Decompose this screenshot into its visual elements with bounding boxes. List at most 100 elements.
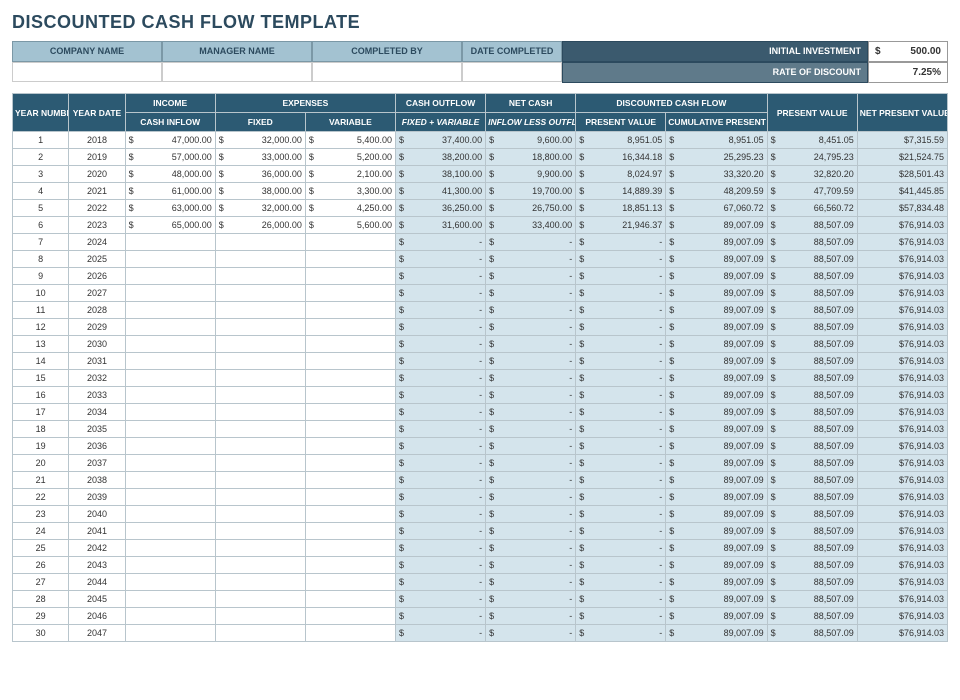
table-cell[interactable]: $21,946.37	[576, 217, 666, 234]
table-cell[interactable]: $33,000.00	[215, 149, 305, 166]
table-cell[interactable]	[215, 608, 305, 625]
table-cell[interactable]: $65,000.00	[125, 217, 215, 234]
table-cell[interactable]	[125, 540, 215, 557]
table-cell[interactable]	[305, 234, 395, 251]
table-cell[interactable]: $-	[395, 591, 485, 608]
table-cell[interactable]: $89,007.09	[666, 438, 767, 455]
table-cell[interactable]: $-	[395, 472, 485, 489]
table-cell[interactable]: $-	[576, 557, 666, 574]
table-cell[interactable]	[305, 472, 395, 489]
table-cell[interactable]: $-	[576, 336, 666, 353]
table-cell[interactable]: $88,507.09	[767, 336, 857, 353]
table-cell[interactable]: $38,100.00	[395, 166, 485, 183]
table-cell[interactable]: $-	[486, 421, 576, 438]
table-cell[interactable]: $31,600.00	[395, 217, 485, 234]
table-cell[interactable]	[305, 455, 395, 472]
table-cell[interactable]: $89,007.09	[666, 319, 767, 336]
table-cell[interactable]: $-	[395, 438, 485, 455]
table-cell[interactable]	[125, 574, 215, 591]
table-cell[interactable]: $-	[486, 370, 576, 387]
table-cell[interactable]: $26,000.00	[215, 217, 305, 234]
table-cell[interactable]: $89,007.09	[666, 251, 767, 268]
table-cell[interactable]	[305, 523, 395, 540]
table-cell[interactable]: $89,007.09	[666, 404, 767, 421]
table-cell[interactable]: $88,507.09	[767, 285, 857, 302]
table-cell[interactable]: $-	[395, 489, 485, 506]
table-cell[interactable]: $3,300.00	[305, 183, 395, 200]
table-cell[interactable]: $88,507.09	[767, 404, 857, 421]
table-cell[interactable]: $5,400.00	[305, 132, 395, 149]
table-cell[interactable]: $89,007.09	[666, 234, 767, 251]
company-name-input[interactable]	[12, 62, 162, 82]
table-cell[interactable]: $63,000.00	[125, 200, 215, 217]
table-cell[interactable]: $88,507.09	[767, 472, 857, 489]
table-cell[interactable]: $4,250.00	[305, 200, 395, 217]
table-cell[interactable]: $-	[486, 472, 576, 489]
table-cell[interactable]: $89,007.09	[666, 217, 767, 234]
table-cell[interactable]: $88,507.09	[767, 302, 857, 319]
table-cell[interactable]	[305, 268, 395, 285]
table-cell[interactable]: $88,507.09	[767, 625, 857, 642]
table-cell[interactable]: $-	[576, 506, 666, 523]
table-cell[interactable]: $5,200.00	[305, 149, 395, 166]
table-cell[interactable]	[215, 387, 305, 404]
table-cell[interactable]: $89,007.09	[666, 591, 767, 608]
manager-name-input[interactable]	[162, 62, 312, 82]
table-cell[interactable]: $-	[395, 370, 485, 387]
table-cell[interactable]: $37,400.00	[395, 132, 485, 149]
table-cell[interactable]: $89,007.09	[666, 370, 767, 387]
table-cell[interactable]	[215, 438, 305, 455]
table-cell[interactable]: $-	[395, 251, 485, 268]
table-cell[interactable]	[215, 336, 305, 353]
rate-of-discount-value[interactable]: 7.25%	[868, 62, 948, 83]
table-cell[interactable]	[125, 523, 215, 540]
table-cell[interactable]: $-	[576, 523, 666, 540]
table-cell[interactable]: $32,000.00	[215, 200, 305, 217]
table-cell[interactable]	[215, 523, 305, 540]
table-cell[interactable]	[125, 438, 215, 455]
table-cell[interactable]	[125, 268, 215, 285]
table-cell[interactable]: $-	[576, 251, 666, 268]
table-cell[interactable]: $-	[576, 540, 666, 557]
table-cell[interactable]	[125, 608, 215, 625]
table-cell[interactable]: $88,507.09	[767, 438, 857, 455]
table-cell[interactable]: $-	[395, 574, 485, 591]
table-cell[interactable]: $-	[395, 421, 485, 438]
table-cell[interactable]: $-	[395, 540, 485, 557]
table-cell[interactable]	[125, 234, 215, 251]
table-cell[interactable]: $89,007.09	[666, 336, 767, 353]
table-cell[interactable]: $38,000.00	[215, 183, 305, 200]
table-cell[interactable]: $-	[395, 523, 485, 540]
table-cell[interactable]: $66,560.72	[767, 200, 857, 217]
table-cell[interactable]	[125, 489, 215, 506]
table-cell[interactable]	[305, 336, 395, 353]
table-cell[interactable]: $-	[486, 574, 576, 591]
table-cell[interactable]: $-	[395, 268, 485, 285]
table-cell[interactable]: $-	[486, 268, 576, 285]
table-cell[interactable]	[215, 302, 305, 319]
table-cell[interactable]	[215, 353, 305, 370]
table-cell[interactable]: $32,000.00	[215, 132, 305, 149]
table-cell[interactable]: $5,600.00	[305, 217, 395, 234]
table-cell[interactable]	[215, 421, 305, 438]
table-cell[interactable]	[305, 540, 395, 557]
table-cell[interactable]: $88,507.09	[767, 353, 857, 370]
table-cell[interactable]	[125, 285, 215, 302]
table-cell[interactable]	[305, 438, 395, 455]
table-cell[interactable]: $89,007.09	[666, 302, 767, 319]
table-cell[interactable]: $8,951.05	[666, 132, 767, 149]
table-cell[interactable]: $-	[486, 438, 576, 455]
table-cell[interactable]: $47,000.00	[125, 132, 215, 149]
table-cell[interactable]: $88,507.09	[767, 268, 857, 285]
table-cell[interactable]: $-	[576, 319, 666, 336]
table-cell[interactable]: $89,007.09	[666, 455, 767, 472]
table-cell[interactable]: $-	[576, 489, 666, 506]
table-cell[interactable]	[305, 285, 395, 302]
table-cell[interactable]: $-	[395, 608, 485, 625]
table-cell[interactable]: $8,951.05	[576, 132, 666, 149]
table-cell[interactable]: $48,000.00	[125, 166, 215, 183]
table-cell[interactable]	[125, 506, 215, 523]
table-cell[interactable]: $33,320.20	[666, 166, 767, 183]
table-cell[interactable]	[305, 251, 395, 268]
table-cell[interactable]: $61,000.00	[125, 183, 215, 200]
